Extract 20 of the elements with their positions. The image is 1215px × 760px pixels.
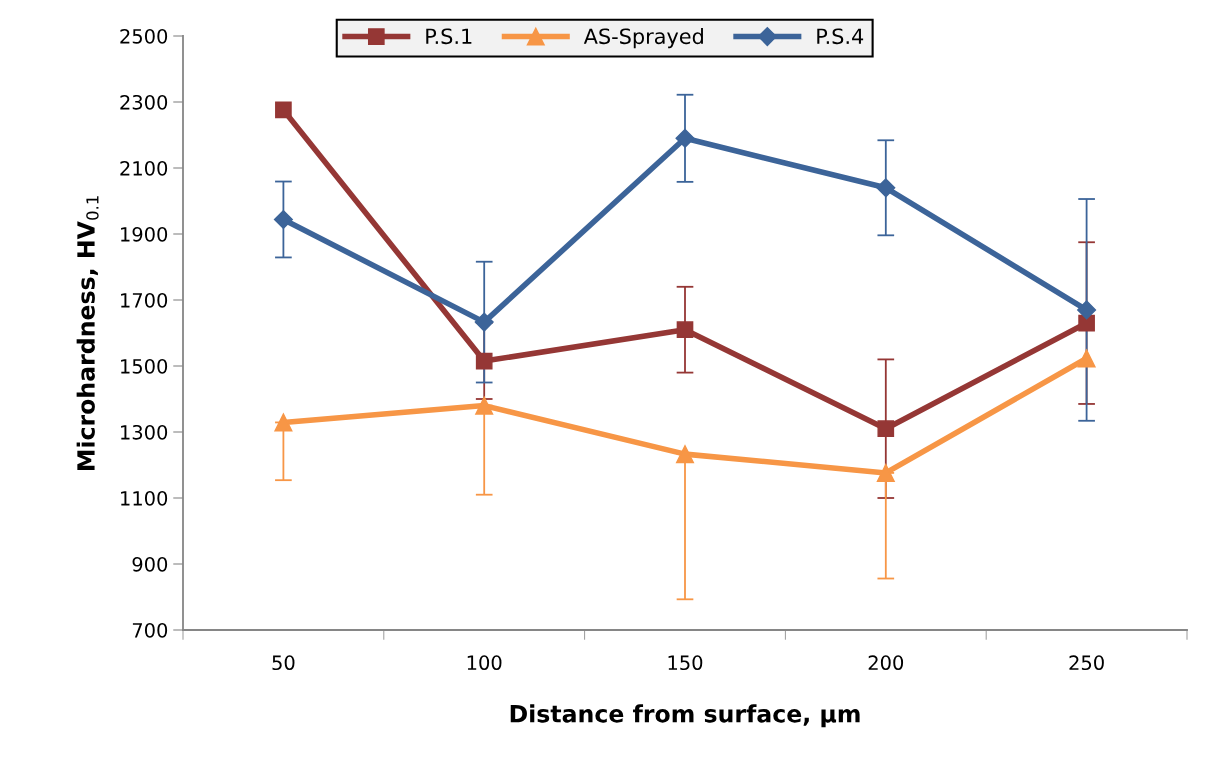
x-tick-label: 50 [272,655,295,671]
x-axis-title: Distance from surface, μm [510,704,860,728]
y-tick-label: 1900 [121,226,168,242]
y-tick-label: 2300 [120,94,168,110]
x-tick-label: 250 [1069,655,1104,671]
legend-label: P.S.1 [426,28,472,45]
legend-label: AS-Sprayed [583,28,703,49]
y-axis-title: Microhardness, HV$_{0.1}$ [76,196,99,470]
y-tick-label: 1700 [121,292,168,308]
x-tick-label: 100 [467,655,502,671]
y-tick-label: 2500 [120,28,168,44]
y-tick-label: 900 [132,556,168,572]
y-tick-label: 1500 [121,358,168,374]
y-tick-label: 2100 [120,160,168,176]
x-tick-label: 150 [668,655,703,671]
x-tick-label: 200 [868,655,904,671]
y-tick-label: 1100 [121,490,168,506]
y-tick-label: 700 [132,622,168,638]
y-tick-label: 1300 [121,424,168,440]
legend-label: P.S.4 [817,28,864,45]
